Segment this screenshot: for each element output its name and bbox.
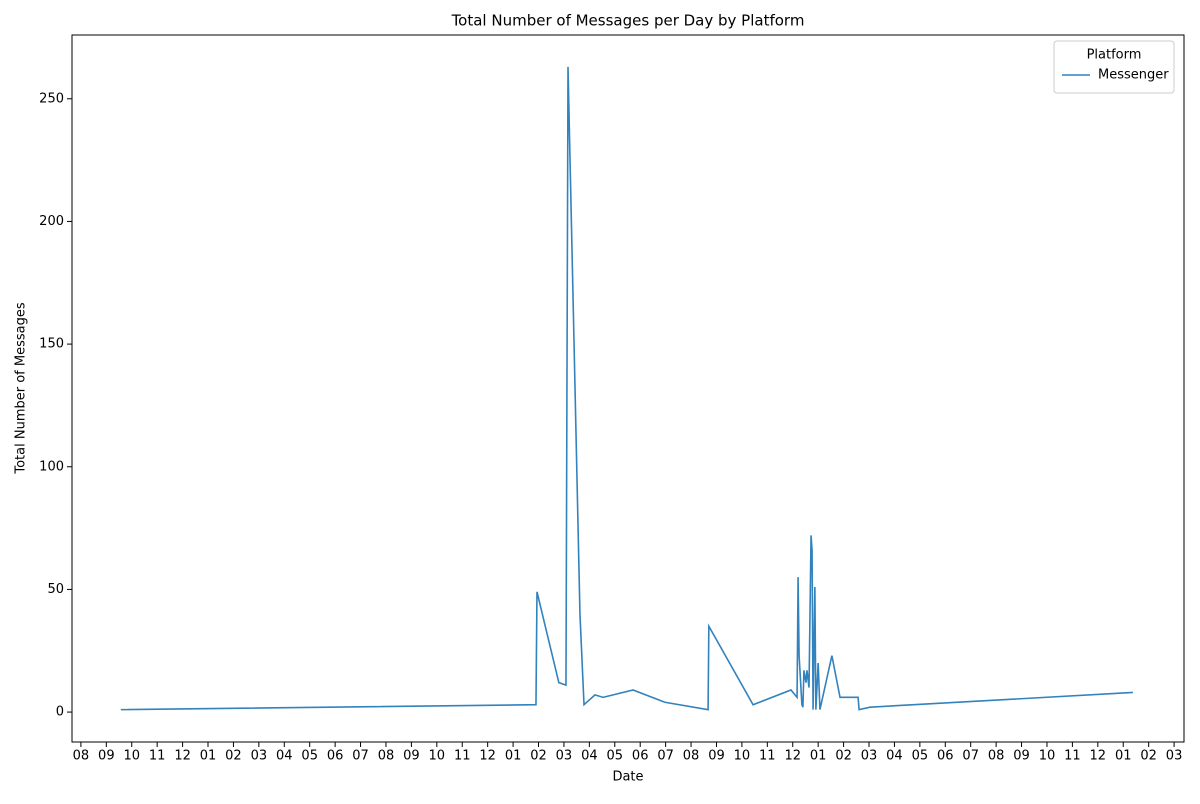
x-tick-label: 09 <box>1013 749 1030 764</box>
x-axis-label: Date <box>612 770 643 785</box>
x-tick-label: 03 <box>556 749 573 764</box>
x-tick-label: 06 <box>632 749 649 764</box>
y-axis-label: Total Number of Messages <box>14 302 29 474</box>
x-tick-label: 08 <box>683 749 700 764</box>
x-tick-label: 05 <box>912 749 929 764</box>
x-tick-label: 10 <box>429 749 446 764</box>
legend-box <box>1053 40 1175 94</box>
x-tick-label: 12 <box>1090 749 1107 764</box>
y-tick-label: 50 <box>47 582 64 597</box>
legend-title: Platform <box>1087 48 1142 63</box>
x-tick-label: 09 <box>708 749 725 764</box>
x-tick-label: 02 <box>530 749 547 764</box>
x-tick-label: 11 <box>149 749 166 764</box>
x-tick-label: 08 <box>378 749 395 764</box>
x-tick-label: 04 <box>581 749 598 764</box>
x-tick-label: 05 <box>301 749 318 764</box>
plot-frame <box>71 34 1185 743</box>
x-tick-label: 01 <box>505 749 522 764</box>
x-tick-label: 02 <box>1140 749 1157 764</box>
x-tick-label: 06 <box>937 749 954 764</box>
x-tick-label: 12 <box>784 749 801 764</box>
x-tick-label: 01 <box>200 749 217 764</box>
x-tick-label: 04 <box>276 749 293 764</box>
x-tick-label: 09 <box>98 749 115 764</box>
x-tick-label: 08 <box>73 749 90 764</box>
x-tick-label: 03 <box>251 749 268 764</box>
x-tick-label: 06 <box>327 749 344 764</box>
x-tick-label: 10 <box>734 749 751 764</box>
x-tick-label: 01 <box>1115 749 1132 764</box>
x-tick-label: 04 <box>886 749 903 764</box>
x-tick-label: 01 <box>810 749 827 764</box>
x-tick-label: 10 <box>123 749 140 764</box>
x-tick-label: 07 <box>352 749 369 764</box>
y-tick-label: 200 <box>39 214 64 229</box>
x-tick-label: 09 <box>403 749 420 764</box>
x-tick-label: 11 <box>759 749 776 764</box>
x-tick-label: 12 <box>479 749 496 764</box>
x-tick-label: 03 <box>1166 749 1183 764</box>
x-tick-label: 11 <box>1064 749 1081 764</box>
x-tick-label: 07 <box>657 749 674 764</box>
x-tick-label: 02 <box>225 749 242 764</box>
y-tick-label: 250 <box>39 91 64 106</box>
x-tick-label: 12 <box>174 749 191 764</box>
y-tick-label: 150 <box>39 337 64 352</box>
y-tick-label: 100 <box>39 459 64 474</box>
x-tick-label: 07 <box>962 749 979 764</box>
data-line <box>120 66 1133 711</box>
y-tick-label: 0 <box>56 705 64 720</box>
legend-label: Messenger <box>1098 68 1169 83</box>
x-tick-label: 05 <box>607 749 624 764</box>
x-tick-label: 11 <box>454 749 471 764</box>
x-tick-label: 02 <box>835 749 852 764</box>
x-tick-label: 10 <box>1039 749 1056 764</box>
chart-title: Total Number of Messages per Day by Plat… <box>451 12 805 30</box>
x-tick-label: 08 <box>988 749 1005 764</box>
x-tick-label: 03 <box>861 749 878 764</box>
